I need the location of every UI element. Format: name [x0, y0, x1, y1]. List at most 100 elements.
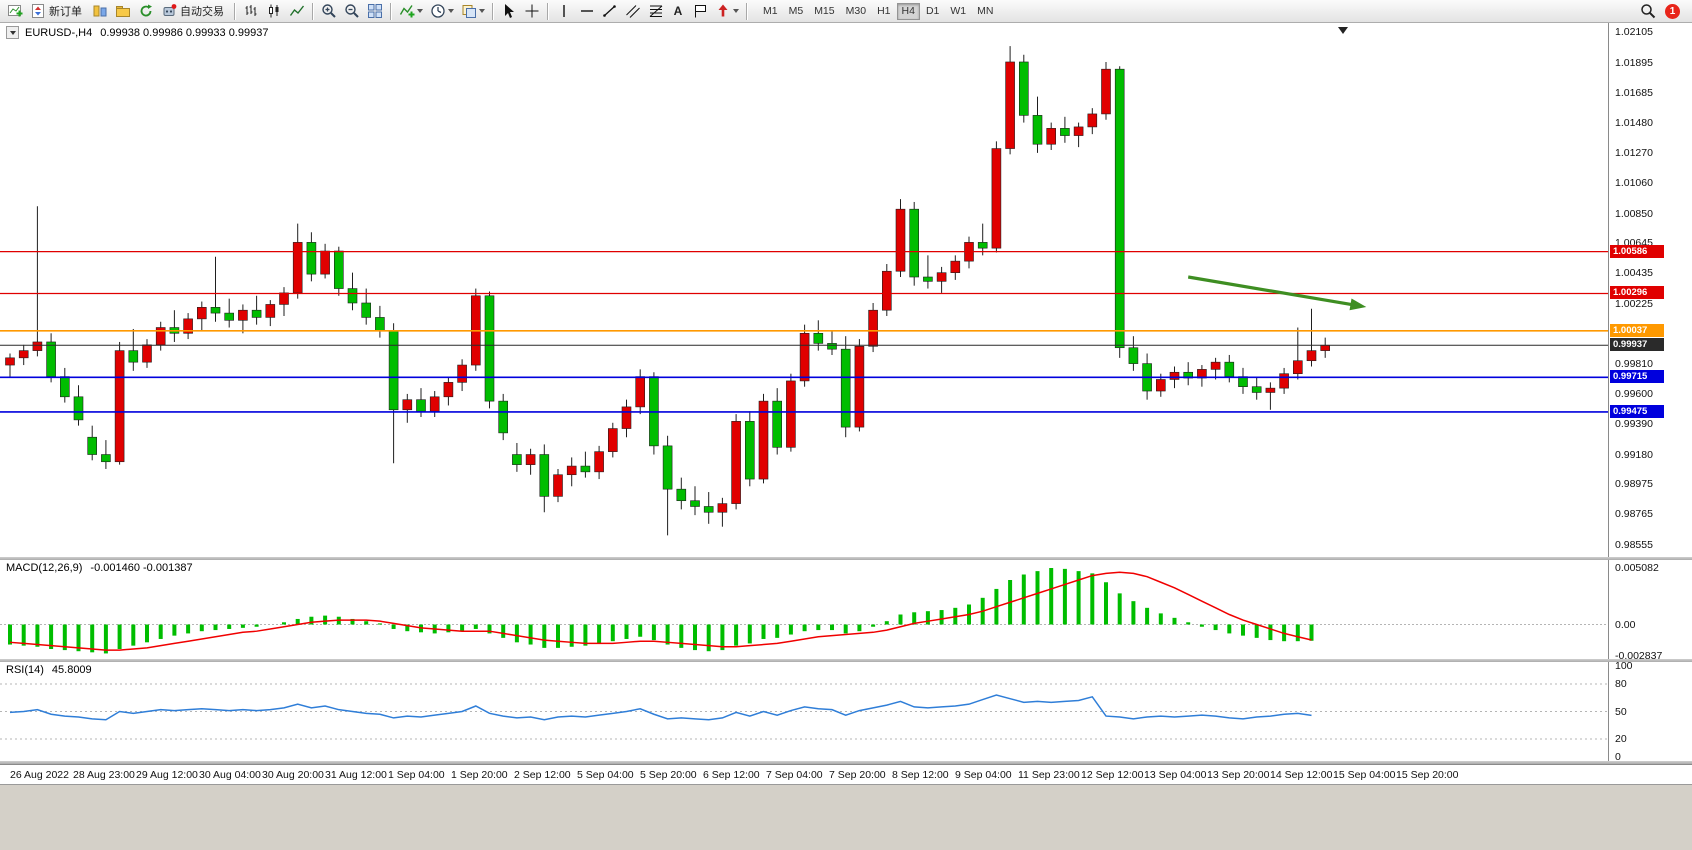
new-order-button[interactable]: 新订单	[27, 1, 88, 21]
line-chart-button[interactable]	[286, 1, 308, 21]
candle	[854, 345, 865, 428]
new-order-icon	[32, 4, 44, 18]
vertical-line-button[interactable]	[553, 1, 575, 21]
refresh-button[interactable]	[135, 1, 157, 21]
cursor-button[interactable]	[498, 1, 520, 21]
chart-shift-marker[interactable]	[1338, 27, 1348, 34]
timeframe-button-h1[interactable]: H1	[872, 3, 895, 20]
candle	[73, 396, 84, 421]
auto-trading-icon	[163, 4, 177, 16]
time-axis-label: 15 Sep 20:00	[1396, 769, 1459, 781]
auto-trading-button[interactable]: 自动交易	[158, 1, 230, 21]
bar-chart-button[interactable]	[240, 1, 262, 21]
rsi-indicator-name: RSI(14)	[6, 664, 44, 676]
time-axis-label: 1 Sep 20:00	[451, 769, 508, 781]
rsi-axis[interactable]: 100 80 50 20 0	[1608, 662, 1692, 761]
zoom-in-button[interactable]	[318, 1, 340, 21]
indicators-button[interactable]	[396, 1, 426, 21]
timeframe-button-w1[interactable]: W1	[945, 3, 971, 20]
price-axis-label: 1.01685	[1615, 86, 1653, 99]
channel-button[interactable]	[622, 1, 644, 21]
candle	[46, 341, 56, 377]
candle	[375, 317, 385, 331]
time-axis-label: 29 Aug 12:00	[136, 769, 198, 781]
candle	[553, 474, 563, 497]
text-label-button[interactable]	[689, 1, 711, 21]
candle	[703, 506, 714, 513]
candle	[594, 451, 604, 473]
candlestick-chart[interactable]	[0, 23, 1608, 557]
arrows-button[interactable]	[712, 1, 742, 21]
candle	[881, 270, 892, 311]
candle	[786, 380, 796, 448]
timeframe-button-m15[interactable]: M15	[809, 3, 839, 20]
toolbar-separator	[390, 2, 392, 20]
macd-label: MACD(12,26,9) -0.001460 -0.001387	[6, 562, 193, 574]
candle	[292, 242, 303, 294]
price-axis-label: 0.99810	[1615, 357, 1653, 370]
timeframe-button-mn[interactable]: MN	[972, 3, 998, 20]
price-axis[interactable]: 1.02105 1.01895 1.01685 1.01480 1.01270 1.010…	[1608, 23, 1692, 557]
search-button[interactable]	[1637, 1, 1659, 21]
candle	[717, 503, 728, 513]
time-axis[interactable]: 26 Aug 2022 28 Aug 23:00 29 Aug 12:00 30 Au…	[0, 764, 1692, 785]
trendline-button[interactable]	[599, 1, 621, 21]
candle	[18, 350, 29, 359]
market-watch-button[interactable]	[89, 1, 111, 21]
candle	[1169, 371, 1180, 380]
symbol-dropdown-icon[interactable]	[6, 26, 19, 39]
candle	[690, 500, 700, 507]
rsi-axis-label: 100	[1615, 662, 1633, 672]
time-axis-label: 13 Sep 04:00	[1144, 769, 1207, 781]
candle	[1210, 361, 1221, 370]
fibonacci-icon	[649, 5, 663, 17]
price-axis-label: 0.98765	[1615, 508, 1653, 521]
text-label-icon	[695, 5, 706, 18]
time-axis-label: 28 Aug 23:00	[73, 769, 135, 781]
candlestick-chart-icon	[269, 4, 279, 18]
candlestick-chart-button[interactable]	[263, 1, 285, 21]
line-chart-icon	[289, 5, 305, 16]
macd-axis[interactable]: 0.005082 0.00 -0.002837	[1608, 560, 1692, 659]
time-axis-label: 13 Sep 20:00	[1207, 769, 1270, 781]
horizontal-line-button[interactable]	[576, 1, 598, 21]
cursor-icon	[505, 4, 514, 18]
time-axis-label: 15 Sep 04:00	[1333, 769, 1396, 781]
indicators-icon	[399, 5, 415, 18]
new-chart-button[interactable]	[4, 1, 26, 21]
clock-icon	[431, 4, 445, 18]
zoom-out-button[interactable]	[341, 1, 363, 21]
candle	[498, 400, 509, 434]
panel-divider[interactable]	[0, 557, 1692, 560]
crosshair-button[interactable]	[521, 1, 543, 21]
price-axis-label: 0.99600	[1615, 387, 1653, 400]
candle	[895, 208, 906, 272]
macd-axis-label: 0.00	[1615, 618, 1636, 631]
status-bar	[0, 784, 1692, 850]
timeframe-button-m5[interactable]: M5	[784, 3, 809, 20]
fibonacci-button[interactable]	[645, 1, 667, 21]
candle	[87, 436, 97, 455]
macd-chart[interactable]	[0, 560, 1608, 659]
panel-divider[interactable]	[0, 761, 1692, 764]
rsi-panel: RSI(14) 45.8009 100 80 50 20 0	[0, 662, 1692, 761]
templates-button[interactable]	[458, 1, 488, 21]
timeframe-button-d1[interactable]: D1	[921, 3, 944, 20]
tile-windows-button[interactable]	[364, 1, 386, 21]
candle	[813, 332, 824, 344]
timeframe-button-m30[interactable]: M30	[841, 3, 871, 20]
price-axis-label: 1.02105	[1615, 26, 1653, 39]
rsi-chart[interactable]	[0, 662, 1608, 761]
timeframe-button-m1[interactable]: M1	[758, 3, 783, 20]
notification-badge[interactable]: 1	[1665, 3, 1680, 19]
trend-arrow[interactable]	[1187, 275, 1359, 308]
chevron-down-icon	[479, 9, 485, 13]
panel-divider[interactable]	[0, 659, 1692, 662]
candle	[1128, 347, 1139, 364]
text-button[interactable]: A	[668, 1, 688, 21]
candle	[114, 350, 125, 463]
periods-button[interactable]	[427, 1, 457, 21]
chart-title: EURUSD-,H4 0.99938 0.99986 0.99933 0.999…	[6, 26, 268, 39]
profiles-button[interactable]	[112, 1, 134, 21]
timeframe-button-h4[interactable]: H4	[896, 2, 920, 20]
